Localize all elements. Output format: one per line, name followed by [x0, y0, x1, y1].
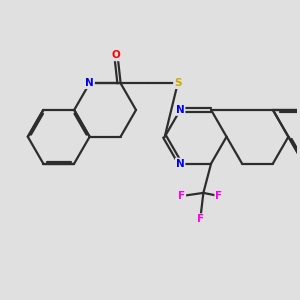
Text: N: N — [176, 158, 184, 169]
Text: F: F — [215, 191, 222, 201]
Text: O: O — [112, 50, 120, 60]
Text: S: S — [174, 78, 182, 88]
Text: F: F — [178, 191, 185, 201]
Text: N: N — [85, 78, 94, 88]
Text: F: F — [197, 214, 204, 224]
Text: N: N — [176, 105, 184, 115]
